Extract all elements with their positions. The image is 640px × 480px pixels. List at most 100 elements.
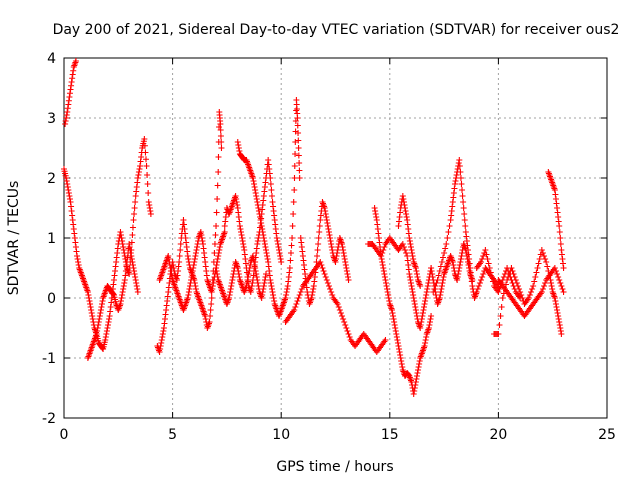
data-point	[507, 274, 514, 280]
data-point	[335, 304, 342, 310]
data-point	[214, 182, 221, 189]
data-point	[295, 137, 302, 144]
data-point	[486, 265, 493, 271]
data-point	[428, 313, 435, 319]
data-point	[268, 193, 275, 199]
data-point	[551, 265, 558, 271]
data-point	[529, 286, 536, 292]
data-point	[328, 289, 335, 295]
data-point	[482, 247, 489, 253]
data-point	[554, 271, 561, 277]
data-point	[290, 199, 297, 205]
data-point	[462, 223, 469, 229]
data-point	[542, 280, 549, 286]
data-point	[314, 247, 321, 253]
data-point	[287, 257, 294, 264]
data-point	[535, 260, 542, 267]
data-point	[142, 149, 149, 156]
data-point	[296, 175, 303, 181]
data-point	[294, 122, 301, 129]
data-point	[483, 251, 490, 258]
data-point	[315, 241, 322, 247]
data-point	[289, 235, 296, 241]
data-point	[460, 199, 467, 205]
data-point	[211, 241, 218, 247]
data-point	[560, 265, 567, 271]
data-point	[505, 268, 512, 274]
data-point	[379, 250, 386, 256]
data-point	[217, 121, 224, 127]
data-point	[206, 319, 213, 325]
data-point	[539, 286, 546, 292]
data-point	[536, 256, 543, 262]
data-point	[473, 289, 480, 295]
data-point	[295, 145, 302, 151]
data-point	[320, 268, 327, 274]
data-point	[527, 289, 534, 295]
data-point	[287, 250, 294, 256]
data-point	[498, 304, 505, 310]
data-point	[558, 331, 565, 337]
data-point	[499, 277, 506, 283]
data-point	[381, 244, 388, 250]
x-tick-label: 25	[598, 427, 616, 443]
data-point	[176, 259, 183, 265]
data-point	[499, 295, 506, 301]
data-point	[213, 223, 220, 229]
data-point	[324, 280, 331, 286]
data-point	[177, 241, 184, 247]
data-point	[314, 253, 321, 259]
data-point	[293, 107, 300, 114]
data-point	[511, 286, 518, 292]
data-point	[177, 247, 184, 253]
data-point	[129, 232, 136, 238]
data-point	[343, 325, 350, 331]
data-point	[319, 265, 326, 271]
data-point	[212, 232, 219, 238]
data-point	[504, 265, 511, 271]
data-point	[559, 286, 566, 292]
data-point	[443, 241, 450, 247]
data-point	[129, 224, 136, 231]
data-point	[487, 269, 494, 276]
data-point	[496, 286, 503, 292]
data-point	[131, 211, 138, 217]
data-point	[556, 277, 563, 283]
data-point	[457, 175, 464, 181]
y-tick-label: 4	[47, 51, 56, 67]
data-point	[316, 223, 323, 229]
data-point	[291, 187, 298, 193]
data-point	[144, 172, 151, 178]
data-point	[340, 316, 347, 322]
data-point	[292, 304, 299, 310]
data-point	[469, 277, 476, 283]
data-point	[207, 313, 214, 319]
data-point	[442, 245, 449, 252]
data-point	[459, 193, 466, 199]
data-point	[342, 322, 349, 328]
data-point	[402, 247, 409, 253]
data-point	[560, 289, 567, 295]
data-point	[556, 229, 563, 235]
x-tick-label: 5	[168, 427, 177, 443]
data-point	[461, 217, 468, 223]
data-point	[446, 223, 453, 229]
data-point	[435, 272, 442, 279]
data-point	[436, 268, 443, 274]
data-point	[498, 280, 505, 286]
data-point	[144, 181, 151, 187]
data-point	[126, 271, 133, 277]
data-point	[509, 280, 516, 286]
data-point	[530, 283, 537, 289]
data-point	[556, 223, 563, 229]
data-point	[475, 283, 482, 289]
data-point	[72, 58, 79, 64]
data-point	[294, 115, 301, 121]
data-point	[218, 145, 225, 151]
data-point	[495, 289, 502, 295]
y-tick-label: 3	[47, 111, 56, 127]
x-axis-label: GPS time / hours	[276, 459, 393, 475]
data-point	[292, 139, 299, 145]
data-point	[208, 295, 215, 301]
